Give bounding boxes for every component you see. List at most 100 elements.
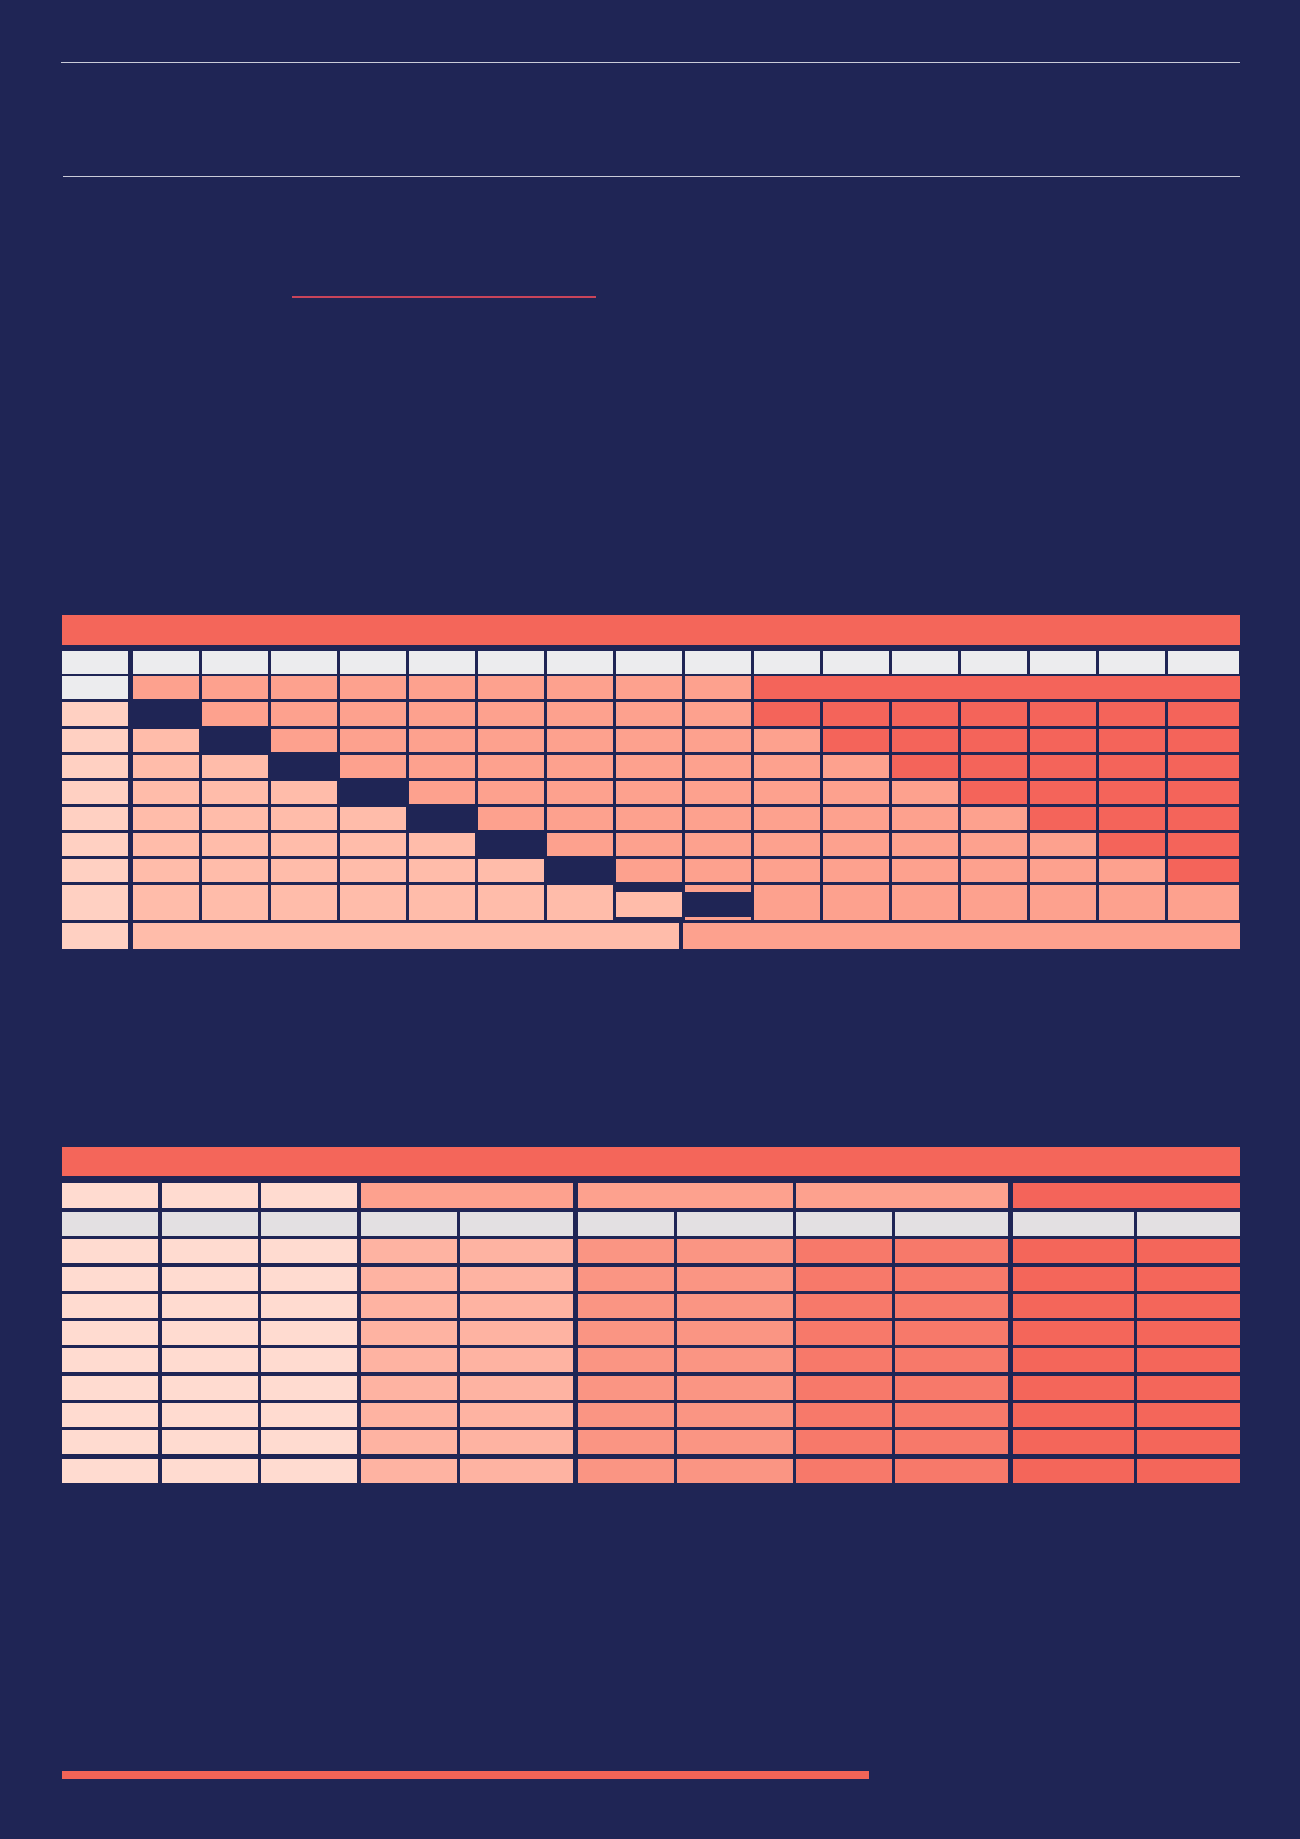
table-cell (578, 1430, 674, 1454)
matrix-cell (133, 755, 199, 778)
matrix-cell (616, 676, 682, 699)
matrix-cell (133, 807, 199, 830)
matrix-cell (478, 781, 544, 804)
table-cell (361, 1403, 457, 1427)
sub-header-cell (895, 1212, 1008, 1236)
table-cell (578, 1403, 674, 1427)
matrix-cell (961, 702, 1027, 726)
sub-header-cell (578, 1212, 674, 1236)
summary-merged-cell (133, 923, 679, 949)
matrix-cell (961, 892, 1027, 917)
matrix-cell (754, 807, 820, 830)
sub-header-cell (361, 1212, 457, 1236)
table-cell (1013, 1459, 1134, 1483)
matrix-cell (892, 781, 958, 804)
matrix-cell (271, 781, 337, 804)
table-cell (62, 1376, 158, 1400)
table-cell (578, 1459, 674, 1483)
table-cell (361, 1430, 457, 1454)
matrix-cell (1168, 755, 1239, 778)
diagonal-cell (133, 702, 199, 726)
table-cell (1013, 1294, 1134, 1318)
table-cell (1013, 1430, 1134, 1454)
sub-header-cell (677, 1212, 793, 1236)
matrix-cell (1099, 807, 1165, 830)
table-cell (578, 1321, 674, 1345)
top-rule (61, 62, 1240, 63)
table-cell (796, 1459, 892, 1483)
matrix-cell (754, 859, 820, 882)
table-cell (796, 1294, 892, 1318)
matrix-cell (133, 781, 199, 804)
table-cell (895, 1321, 1008, 1345)
diagonal-cell (547, 859, 613, 882)
group-header-cell (578, 1183, 793, 1208)
table-cell (796, 1267, 892, 1291)
sub-header-cell (62, 1212, 158, 1236)
matrix-cell (202, 892, 268, 917)
matrix-cell (133, 859, 199, 882)
matrix-cell (409, 676, 475, 699)
table-cell (578, 1294, 674, 1318)
table-cell (162, 1348, 258, 1372)
table-cell (677, 1376, 793, 1400)
diagonal-cell (478, 833, 544, 856)
matrix-cell (823, 755, 889, 778)
matrix-cell (1099, 702, 1165, 726)
group-header-cell (1013, 1183, 1240, 1208)
table-cell (261, 1321, 357, 1345)
table-cell (361, 1294, 457, 1318)
table-cell (895, 1239, 1008, 1263)
matrix-cell (409, 892, 475, 917)
row-label-cell (62, 755, 128, 778)
matrix-cell (616, 859, 682, 882)
table-cell (62, 1294, 158, 1318)
table-cell (261, 1376, 357, 1400)
table-cell (1137, 1321, 1240, 1345)
matrix-cell (271, 859, 337, 882)
table-cell (578, 1376, 674, 1400)
matrix-cell (340, 676, 406, 699)
table-cell (62, 1403, 158, 1427)
table-cell (460, 1403, 573, 1427)
matrix-cell (409, 755, 475, 778)
matrix-cell (547, 676, 613, 699)
row-label-cell (62, 807, 128, 830)
header-cell (478, 651, 544, 674)
matrix-cell (202, 755, 268, 778)
matrix-cell (616, 729, 682, 752)
sub-header-cell (1013, 1212, 1134, 1236)
matrix-cell (340, 807, 406, 830)
table-cell (796, 1239, 892, 1263)
matrix-cell (202, 859, 268, 882)
matrix-cell (340, 755, 406, 778)
matrix-cell (133, 892, 199, 917)
table-cell (361, 1239, 457, 1263)
table-cell (162, 1321, 258, 1345)
matrix-cell (685, 729, 751, 752)
table-cell (677, 1267, 793, 1291)
matrix-cell (892, 892, 958, 917)
lower-table-title-bar (62, 1147, 1240, 1176)
matrix-cell (754, 781, 820, 804)
row-label-cell (62, 702, 128, 726)
table-cell (62, 1321, 158, 1345)
table-cell (677, 1239, 793, 1263)
table-cell (361, 1376, 457, 1400)
table-cell (460, 1239, 573, 1263)
matrix-cell (892, 807, 958, 830)
matrix-cell (754, 833, 820, 856)
matrix-cell (340, 833, 406, 856)
header-cell (340, 651, 406, 674)
matrix-cell (754, 729, 820, 752)
table-cell (895, 1403, 1008, 1427)
table-cell (460, 1321, 573, 1345)
group-header-cell (62, 1183, 158, 1208)
table-cell (677, 1430, 793, 1454)
group-header-cell (261, 1183, 357, 1208)
group-header-cell (162, 1183, 258, 1208)
matrix-cell (616, 781, 682, 804)
table-cell (162, 1294, 258, 1318)
matrix-cell (409, 781, 475, 804)
matrix-cell (1168, 833, 1239, 856)
